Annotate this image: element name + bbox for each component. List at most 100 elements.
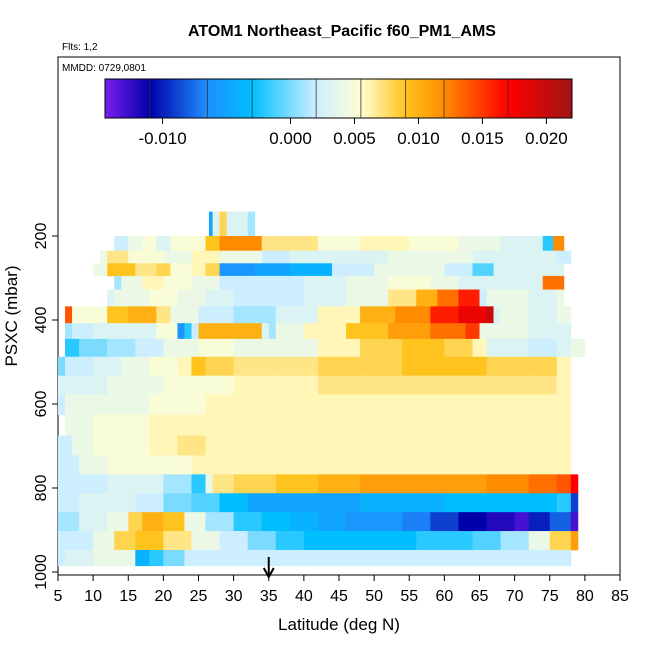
heatmap-cell xyxy=(556,338,572,358)
heatmap-cell xyxy=(458,306,487,324)
heatmap-cell xyxy=(360,375,403,395)
colorbar-swatch xyxy=(262,79,267,118)
heatmap-cell xyxy=(128,306,157,324)
heatmap-cell xyxy=(79,474,108,494)
chart-title: ATOM1 Northeast_Pacific f60_PM1_AMS xyxy=(188,23,496,40)
heatmap-cell xyxy=(275,549,319,567)
heatmap-cell xyxy=(275,493,319,513)
heatmap-cell xyxy=(163,549,185,567)
colorbar-swatch xyxy=(163,79,167,118)
heatmap-cell xyxy=(317,338,361,358)
heatmap-cell xyxy=(317,236,361,252)
heatmap-cell xyxy=(458,275,487,290)
heatmap-cell xyxy=(570,338,586,358)
colorbar-swatch xyxy=(452,79,456,118)
heatmap-cell xyxy=(156,323,178,340)
heatmap-cell xyxy=(93,263,108,277)
colorbar-tick-label: 0.010 xyxy=(397,129,440,148)
heatmap-cell xyxy=(556,356,572,377)
heatmap-cell xyxy=(479,289,487,307)
heatmap-cell xyxy=(107,338,136,358)
heatmap-cell xyxy=(65,394,94,415)
colorbar-swatch xyxy=(446,79,450,118)
colorbar-swatch xyxy=(534,79,538,118)
x-tick-label: 20 xyxy=(154,588,172,605)
heatmap-cell xyxy=(121,394,150,415)
colorbar-swatch xyxy=(434,79,439,118)
colorbar-swatch xyxy=(478,79,483,118)
heatmap-cell xyxy=(121,275,143,290)
colorbar-swatch xyxy=(230,79,234,118)
colorbar-swatch xyxy=(134,79,138,118)
colorbar-swatch xyxy=(180,79,185,118)
heatmap-cell xyxy=(163,250,192,264)
colorbar-swatch xyxy=(332,79,337,118)
colorbar-swatch xyxy=(411,79,415,118)
colorbar-swatch xyxy=(175,79,179,118)
heatmap-cell xyxy=(205,549,235,567)
heatmap-cell xyxy=(275,531,305,551)
colorbar-swatch xyxy=(531,79,535,118)
heatmap-cell xyxy=(191,375,235,395)
colorbar-swatch xyxy=(259,79,264,118)
colorbar-swatch xyxy=(341,79,345,118)
x-tick-label: 5 xyxy=(54,588,63,605)
heatmap-cell xyxy=(209,211,213,237)
heatmap-cell xyxy=(65,356,94,377)
x-tick-label: 50 xyxy=(365,588,383,605)
heatmap-cell xyxy=(149,414,178,436)
colorbar-swatch xyxy=(204,79,208,118)
colorbar-swatch xyxy=(239,79,243,118)
heatmap-cell xyxy=(212,474,235,494)
heatmap-cell xyxy=(486,275,530,290)
colorbar-swatch xyxy=(522,79,526,118)
heatmap-cell xyxy=(219,493,249,513)
heatmap-cell xyxy=(177,414,206,436)
heatmap-cell xyxy=(500,323,530,340)
heatmap-cell xyxy=(430,275,459,290)
colorbar-swatch xyxy=(265,79,269,118)
x-tick-label: 55 xyxy=(400,588,418,605)
heatmap-cell xyxy=(191,531,220,551)
heatmap-cell xyxy=(430,512,459,532)
heatmap-cell xyxy=(553,236,565,252)
heatmap-cell xyxy=(486,356,530,377)
colorbar-swatch xyxy=(335,79,339,118)
heatmap-cell xyxy=(191,323,199,340)
heatmap-cell xyxy=(402,474,445,494)
heatmap-cell xyxy=(247,531,277,551)
heatmap-cell xyxy=(528,435,572,456)
colorbar-swatch xyxy=(329,79,334,118)
heatmap-cell xyxy=(275,236,319,252)
colorbar-swatch xyxy=(189,79,194,118)
heatmap-cell xyxy=(121,414,150,436)
colorbar-swatch xyxy=(405,79,410,118)
heatmap-cell xyxy=(360,549,403,567)
heatmap-cell xyxy=(402,394,445,415)
heatmap-cell xyxy=(198,338,235,358)
colorbar-swatch xyxy=(428,79,433,118)
colorbar-swatch xyxy=(560,79,564,118)
heatmap-cell xyxy=(184,549,206,567)
heatmap-cell xyxy=(444,455,487,475)
heatmap-cell xyxy=(528,549,572,567)
colorbar-swatch xyxy=(300,79,304,118)
heatmap-cell xyxy=(486,394,530,415)
heatmap-cell xyxy=(205,394,235,415)
heatmap-cell xyxy=(219,236,263,252)
colorbar-swatch xyxy=(285,79,290,118)
heatmap-cell xyxy=(444,549,487,567)
heatmap-cell xyxy=(486,338,530,358)
heatmap-cell xyxy=(275,306,319,324)
colorbar-swatch xyxy=(449,79,453,118)
heatmap-cell xyxy=(486,455,530,475)
heatmap-cell xyxy=(549,512,572,532)
heatmap-cell xyxy=(93,549,122,567)
heatmap-cell xyxy=(303,531,333,551)
colorbar-swatch xyxy=(399,79,404,118)
colorbar-swatch xyxy=(417,79,421,118)
y-tick-label: 600 xyxy=(33,391,50,418)
colorbar-swatch xyxy=(551,79,555,118)
colorbar-swatch xyxy=(402,79,407,118)
heatmap-cell xyxy=(514,263,544,277)
